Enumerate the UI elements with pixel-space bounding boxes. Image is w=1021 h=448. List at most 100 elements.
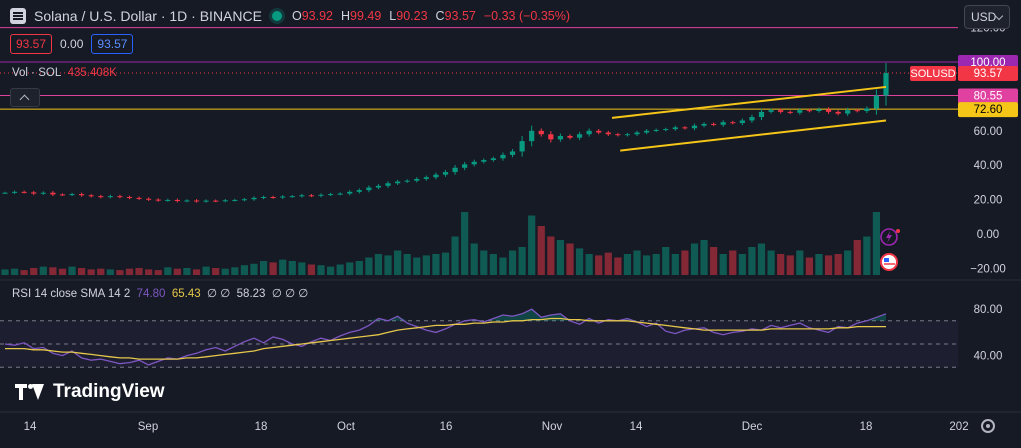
candle bbox=[174, 199, 180, 201]
bid-ask-row: 93.57 0.00 93.57 bbox=[10, 34, 134, 54]
candle bbox=[21, 191, 27, 193]
candle bbox=[720, 122, 726, 125]
symbol-title[interactable]: Solana / U.S. Dollar · 1D · BINANCE bbox=[34, 8, 262, 24]
volume-bar bbox=[863, 236, 871, 275]
candle bbox=[79, 194, 85, 196]
volume-bar bbox=[384, 255, 392, 275]
volume-bar bbox=[326, 266, 335, 275]
candle bbox=[50, 192, 56, 195]
volume-bar bbox=[815, 254, 823, 275]
rsi-label: RSI 14 close SMA 14 2 bbox=[12, 288, 131, 300]
volume-bar bbox=[58, 268, 67, 275]
volume-bar bbox=[240, 265, 249, 275]
notification-dot bbox=[896, 229, 900, 233]
volume-bar bbox=[786, 255, 794, 275]
volume-bar bbox=[537, 226, 545, 275]
volume-bar bbox=[355, 261, 363, 275]
volume-bar bbox=[259, 261, 268, 275]
settings-gear-icon[interactable] bbox=[981, 419, 995, 433]
y-axis-tick-label: 60.00 bbox=[974, 126, 1003, 138]
candle bbox=[624, 134, 631, 136]
x-axis-tick-label: Dec bbox=[742, 421, 763, 433]
volume-bar bbox=[614, 257, 622, 275]
volume-bar bbox=[164, 267, 172, 275]
x-axis-tick-label: 18 bbox=[860, 421, 873, 433]
rsi-series-sma bbox=[5, 317, 886, 360]
currency-select[interactable]: USD bbox=[964, 5, 1010, 29]
volume-bar bbox=[757, 243, 766, 275]
volume-bar bbox=[173, 268, 181, 275]
candle bbox=[462, 164, 468, 168]
candle bbox=[404, 180, 410, 182]
x-axis-tick-label: Oct bbox=[337, 421, 356, 433]
candle bbox=[605, 132, 611, 135]
buy-button[interactable]: 93.57 bbox=[91, 34, 134, 54]
volume-bar bbox=[1, 269, 9, 275]
collapse-legend-button[interactable] bbox=[10, 88, 40, 107]
currency-label: USD bbox=[971, 10, 997, 24]
candle bbox=[576, 134, 583, 138]
volume-bar bbox=[135, 268, 143, 275]
volume-bar bbox=[279, 259, 287, 275]
candle bbox=[31, 192, 37, 194]
price-tag bbox=[958, 66, 1018, 82]
volume-bar bbox=[202, 266, 210, 275]
candle bbox=[778, 110, 784, 112]
ohlc-low: L90.23 bbox=[389, 9, 428, 23]
tradingview-logo-icon bbox=[15, 384, 45, 400]
candle bbox=[337, 193, 343, 195]
candle bbox=[69, 194, 75, 196]
candle bbox=[318, 194, 324, 196]
volume-bar bbox=[872, 212, 881, 275]
rsi-overbought-fill bbox=[531, 309, 542, 321]
tradingview-logo[interactable]: TradingView bbox=[15, 381, 165, 403]
candle bbox=[356, 190, 362, 192]
price-tag-label: 80.55 bbox=[974, 90, 1003, 102]
volume-bar bbox=[269, 262, 277, 275]
candle bbox=[854, 110, 860, 112]
volume-bar bbox=[125, 268, 134, 275]
candle bbox=[241, 199, 248, 201]
rsi-legend: RSI 14 close SMA 14 2 74.80 65.43 ∅ ∅ 58… bbox=[12, 286, 308, 300]
ohlc-high: H99.49 bbox=[340, 9, 382, 23]
rsi-empty-2: ∅ bbox=[220, 288, 231, 300]
volume-bar bbox=[623, 254, 632, 275]
volume-bar bbox=[116, 270, 124, 275]
volume-bar bbox=[231, 267, 239, 275]
candle bbox=[155, 199, 161, 201]
candle bbox=[414, 178, 420, 181]
candle bbox=[653, 129, 659, 131]
candle bbox=[509, 151, 516, 155]
volume-bar bbox=[642, 255, 651, 275]
volume-bar bbox=[805, 257, 813, 275]
volume-bar bbox=[39, 266, 47, 275]
candle bbox=[193, 200, 200, 202]
menu-icon[interactable] bbox=[10, 8, 26, 24]
candle bbox=[490, 158, 496, 161]
volume-bar bbox=[97, 268, 105, 275]
sell-button[interactable]: 93.57 bbox=[10, 34, 53, 54]
candle bbox=[663, 129, 669, 131]
y-axis-tick-label: 40.00 bbox=[974, 160, 1003, 172]
candle bbox=[768, 110, 774, 112]
volume-bar bbox=[604, 252, 612, 275]
price-change: −0.33 (−0.35%) bbox=[483, 9, 571, 23]
chart-header: Solana / U.S. Dollar · 1D · BINANCE O93.… bbox=[0, 0, 960, 32]
spread-value: 0.00 bbox=[60, 37, 84, 51]
volume-bar bbox=[719, 254, 727, 275]
volume-bar bbox=[767, 250, 775, 275]
volume-bar bbox=[633, 250, 641, 275]
rsi-empty-1: ∅ bbox=[207, 288, 218, 300]
volume-bar bbox=[556, 240, 565, 275]
us-flag-canton bbox=[884, 258, 889, 262]
volume-bar bbox=[662, 247, 670, 275]
volume-bar bbox=[288, 261, 296, 275]
candle bbox=[845, 110, 851, 114]
flash-icon bbox=[880, 228, 898, 246]
candle bbox=[433, 174, 439, 178]
price-tag-label: 72.60 bbox=[974, 104, 1003, 116]
candle bbox=[165, 199, 171, 201]
